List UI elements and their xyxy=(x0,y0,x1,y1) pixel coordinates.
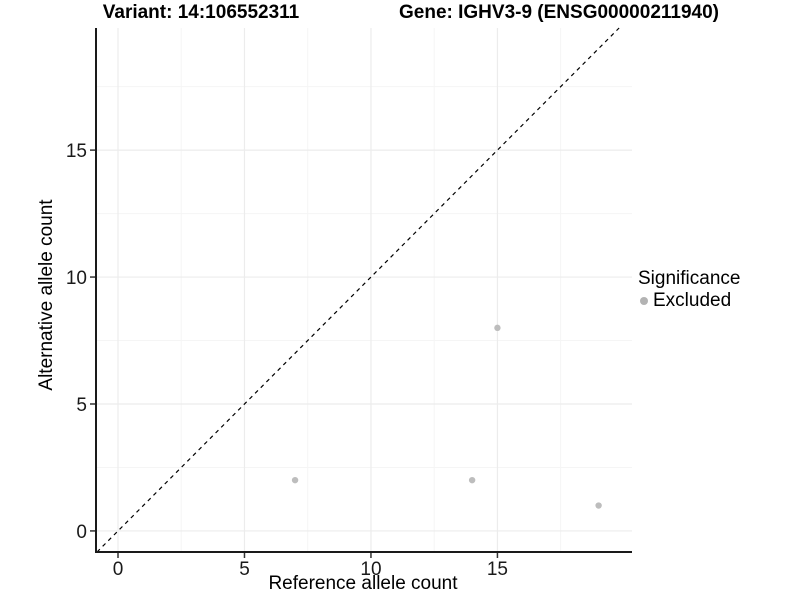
legend-item-label: Excluded xyxy=(653,290,732,311)
plot-title-variant: Variant: 14:106552311 xyxy=(102,2,300,23)
x-tick-label: 10 xyxy=(360,559,381,580)
y-tick-label: 15 xyxy=(66,141,87,162)
x-tick-label: 5 xyxy=(239,559,250,580)
legend-dot-icon xyxy=(640,297,648,305)
x-tick-label: 15 xyxy=(487,559,508,580)
legend: Significance Excluded xyxy=(638,268,740,311)
y-tick-label: 0 xyxy=(76,522,87,543)
y-tick-label: 10 xyxy=(66,268,87,289)
x-axis-label: Reference allele count xyxy=(268,573,458,594)
y-axis-label: Alternative allele count xyxy=(36,199,57,391)
identity-dashed-line xyxy=(96,27,620,553)
data-point xyxy=(494,324,501,332)
plot-title-gene: Gene: IGHV3-9 (ENSG00000211940) xyxy=(398,2,720,23)
data-point xyxy=(291,476,299,484)
x-tick-label: 0 xyxy=(113,559,124,580)
legend-title: Significance xyxy=(638,268,741,289)
legend-item-excluded: Excluded xyxy=(638,291,740,311)
data-point xyxy=(468,476,476,484)
y-tick-label: 5 xyxy=(76,395,87,416)
data-point xyxy=(595,502,602,509)
